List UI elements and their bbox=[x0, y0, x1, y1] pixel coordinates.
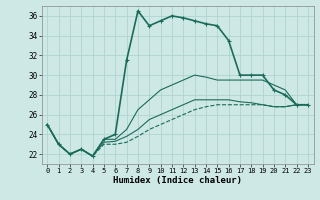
X-axis label: Humidex (Indice chaleur): Humidex (Indice chaleur) bbox=[113, 176, 242, 185]
